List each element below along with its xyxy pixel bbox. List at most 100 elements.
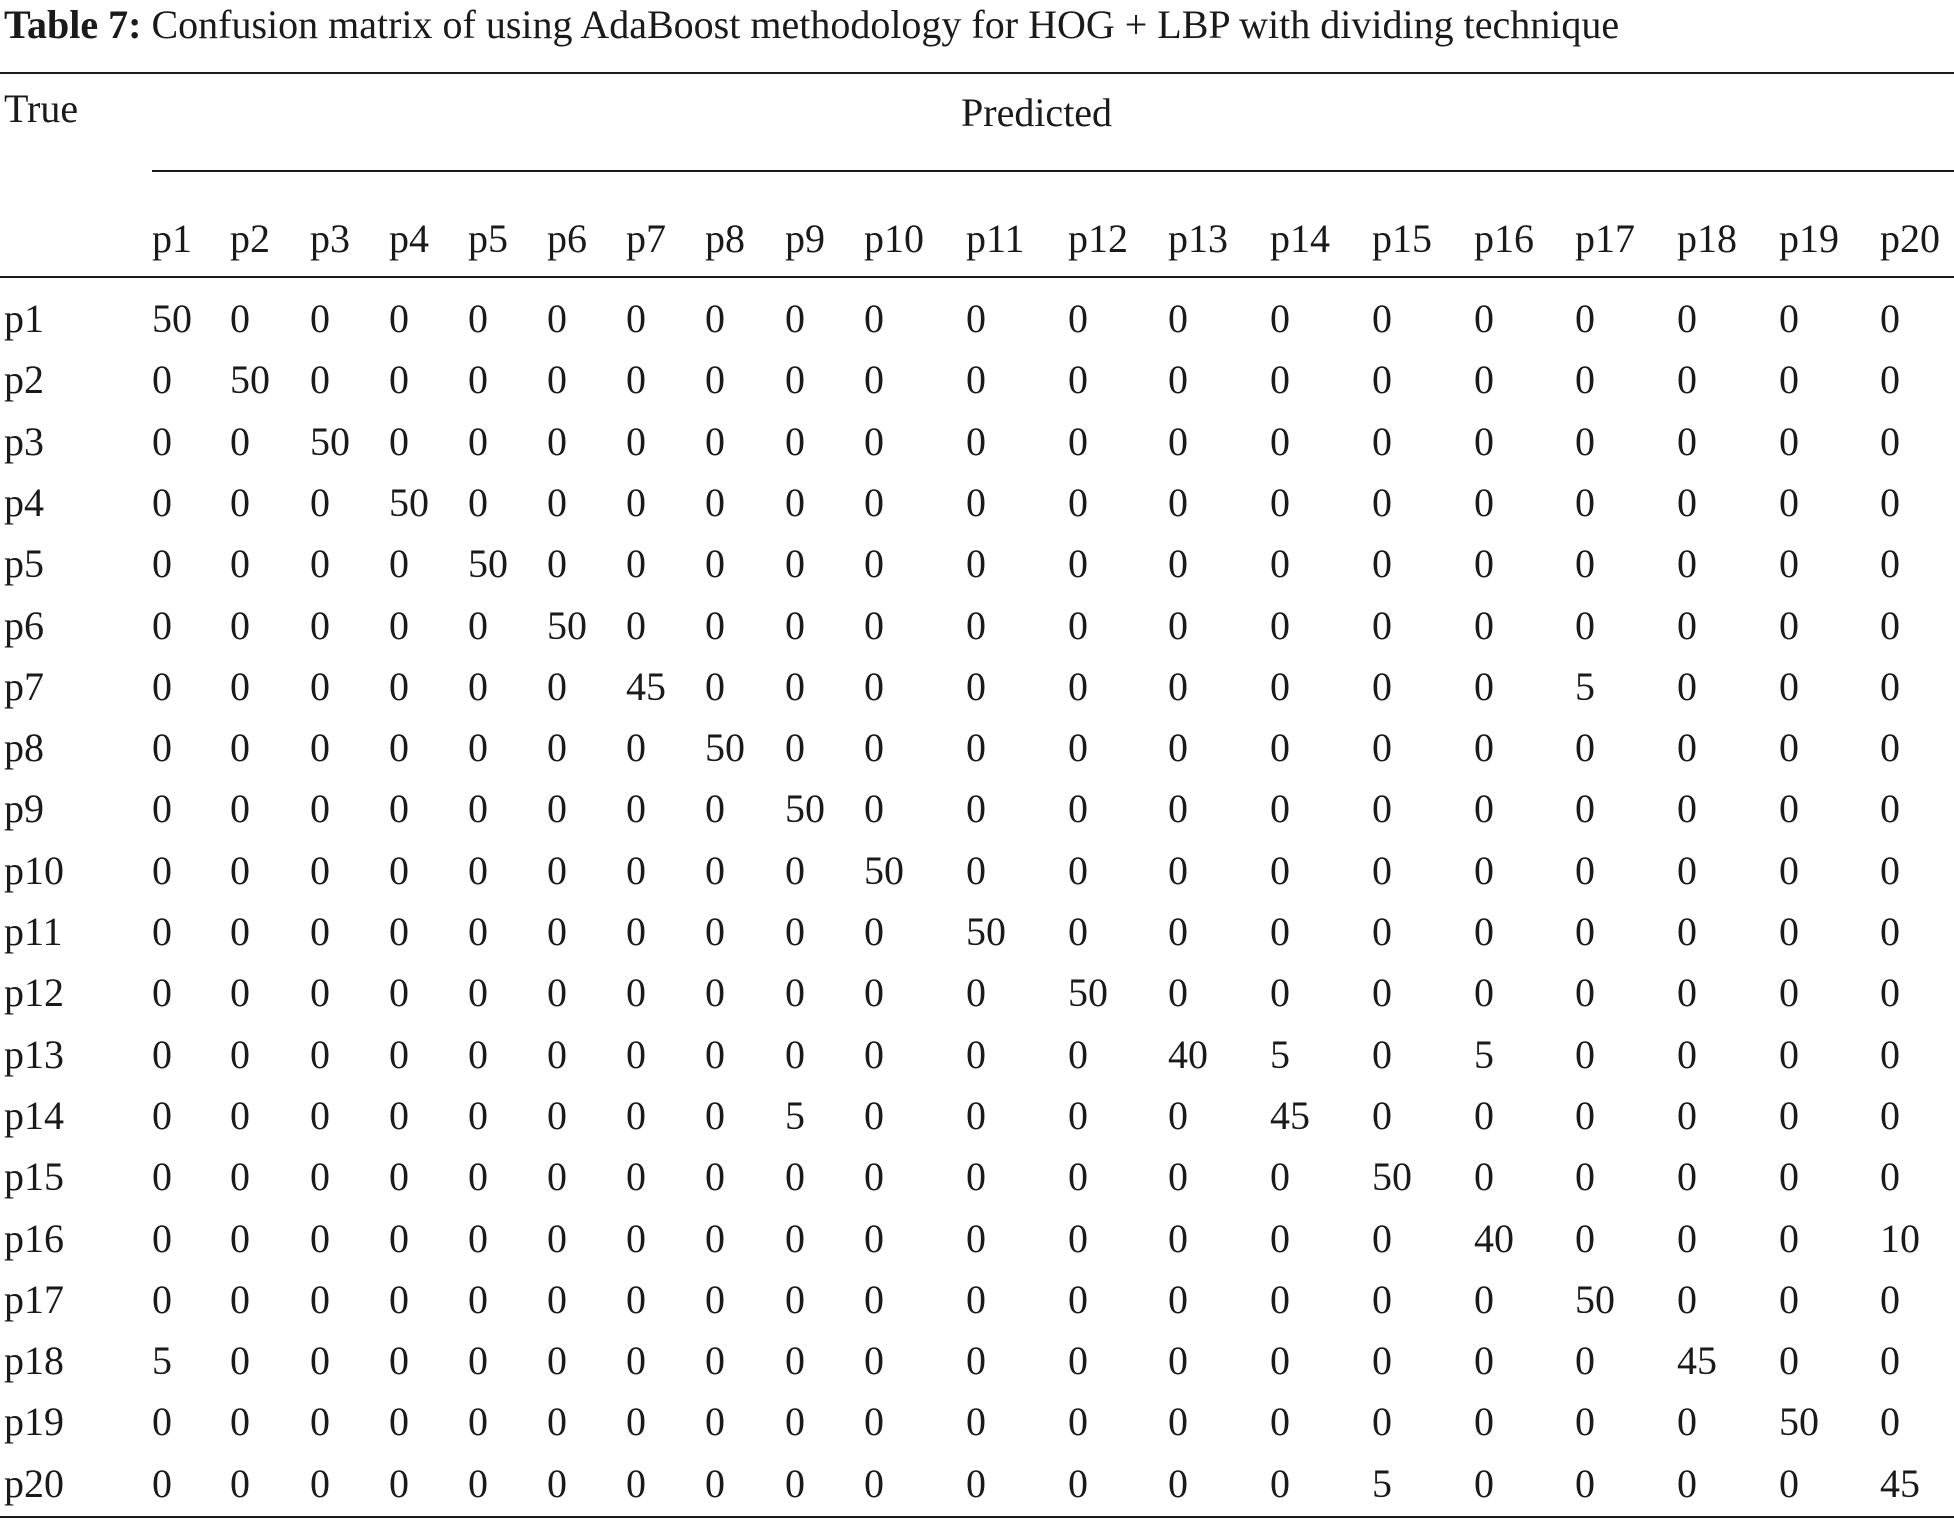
table-cell: 0	[1372, 479, 1392, 525]
column-header-p12: p12	[1068, 216, 1128, 261]
table-cell: 0	[1677, 1215, 1697, 1261]
table-cell: 0	[705, 847, 725, 893]
table-cell: 0	[230, 1460, 250, 1506]
table-cell: 0	[310, 602, 330, 648]
table-cell: 0	[1677, 1154, 1697, 1200]
table-cell: 0	[547, 847, 567, 893]
column-header-p4: p4	[389, 216, 429, 261]
table-cell: 0	[1880, 1399, 1900, 1445]
table-cell: 0	[966, 1154, 986, 1200]
table-cell: 0	[626, 1215, 646, 1261]
table-cell: 0	[1168, 786, 1188, 832]
table-cell: 0	[864, 970, 884, 1016]
table-cell: 0	[1474, 1338, 1494, 1384]
table-cell: 0	[152, 663, 172, 709]
table-cell: 0	[1779, 786, 1799, 832]
row-header-p20: p20	[4, 1460, 64, 1506]
table-cell: 0	[152, 909, 172, 954]
table-cell: 0	[547, 1399, 567, 1445]
table-cell: 0	[864, 1154, 884, 1200]
table-cell: 0	[966, 786, 986, 832]
table-cell: 0	[1270, 847, 1290, 893]
table-cell: 0	[1168, 1460, 1188, 1506]
table-cell: 50	[152, 296, 192, 341]
table-cell: 0	[1575, 725, 1595, 771]
table-cell: 10	[1880, 1215, 1920, 1261]
table-cell: 40	[1474, 1215, 1514, 1261]
table-cell: 0	[1372, 970, 1392, 1016]
table-cell: 0	[310, 1276, 330, 1322]
table-cell: 0	[864, 725, 884, 771]
table-cell: 0	[1068, 663, 1088, 709]
table-cell: 0	[1880, 602, 1900, 648]
table-cell: 0	[785, 909, 805, 954]
table-cell: 0	[864, 663, 884, 709]
table-cell: 0	[1270, 1215, 1290, 1261]
table-cell: 0	[966, 663, 986, 709]
table-cell: 0	[1880, 1031, 1900, 1077]
table-cell: 0	[785, 1031, 805, 1077]
table-cell: 0	[785, 1399, 805, 1445]
table-cell: 0	[1677, 786, 1697, 832]
row-header-p12: p12	[4, 970, 64, 1016]
table-cell: 0	[1372, 847, 1392, 893]
table-cell: 0	[1779, 479, 1799, 525]
table-cell: 0	[1575, 1338, 1595, 1384]
table-cell: 0	[1474, 1276, 1494, 1322]
table-cell: 0	[230, 1399, 250, 1445]
table-cell: 0	[547, 1338, 567, 1384]
row-header-p8: p8	[4, 725, 44, 771]
table-cell: 0	[785, 479, 805, 525]
table-cell: 0	[785, 847, 805, 893]
bottom-rule	[0, 1516, 1954, 1518]
table-cell: 0	[1677, 541, 1697, 587]
table-cell: 0	[389, 296, 409, 341]
table-cell: 0	[1677, 909, 1697, 954]
table-cell: 0	[389, 1031, 409, 1077]
table-cell: 0	[1270, 1276, 1290, 1322]
table-cell: 0	[1372, 1215, 1392, 1261]
table-cell: 0	[310, 1154, 330, 1200]
table-cell: 0	[230, 602, 250, 648]
table-cell: 0	[864, 786, 884, 832]
table-cell: 0	[468, 1031, 488, 1077]
table-cell: 0	[1880, 418, 1900, 464]
table-cell: 0	[310, 1338, 330, 1384]
table-cell: 0	[1474, 1399, 1494, 1445]
table-cell: 0	[1270, 418, 1290, 464]
table-cell: 0	[1779, 1276, 1799, 1322]
table-cell: 0	[1880, 847, 1900, 893]
table-cell: 0	[1779, 725, 1799, 771]
column-header-p11: p11	[966, 216, 1025, 261]
column-header-p14: p14	[1270, 216, 1330, 261]
table-cell: 0	[230, 1154, 250, 1200]
table-cell: 0	[1270, 602, 1290, 648]
table-cell: 0	[1168, 847, 1188, 893]
table-cell: 45	[1880, 1460, 1920, 1506]
table-cell: 0	[705, 541, 725, 587]
table-cell: 0	[1372, 357, 1392, 403]
table-cell: 0	[1779, 541, 1799, 587]
table-cell: 0	[389, 725, 409, 771]
table-cell: 0	[966, 1338, 986, 1384]
table-cell: 0	[966, 296, 986, 341]
table-cell: 0	[1880, 1154, 1900, 1200]
table-cell: 0	[230, 663, 250, 709]
table-cell: 0	[152, 1276, 172, 1322]
table-cell: 0	[1068, 725, 1088, 771]
table-cell: 0	[152, 479, 172, 525]
table-cell: 0	[705, 1031, 725, 1077]
table-cell: 0	[230, 418, 250, 464]
table-cell: 0	[1880, 541, 1900, 587]
table-cell: 0	[547, 786, 567, 832]
table-cell: 0	[152, 786, 172, 832]
table-cell: 0	[1474, 725, 1494, 771]
table-cell: 0	[389, 909, 409, 954]
table-cell: 0	[1575, 847, 1595, 893]
table-cell: 0	[1677, 602, 1697, 648]
table-cell: 0	[1270, 1460, 1290, 1506]
table-cell: 0	[310, 1460, 330, 1506]
table-cell: 0	[966, 479, 986, 525]
table-cell: 0	[547, 725, 567, 771]
